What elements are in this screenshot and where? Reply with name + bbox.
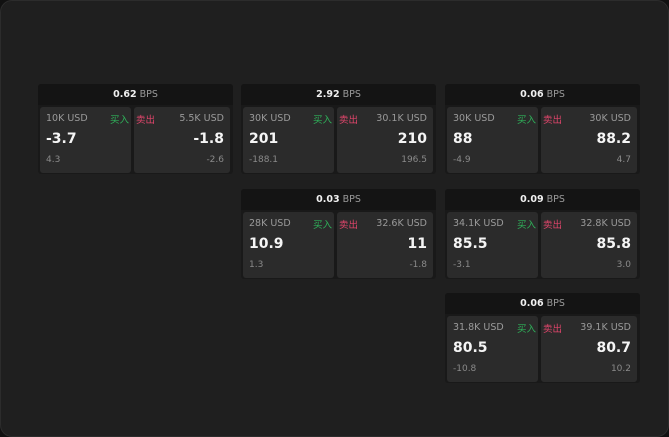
buy-amount: 30K USD: [249, 113, 291, 124]
sell-change: 4.7: [616, 155, 631, 165]
sell-change: -2.6: [206, 155, 224, 165]
sell-price: -1.8: [193, 131, 224, 147]
buy-label: 买入: [312, 115, 332, 126]
sell-label: 卖出: [339, 220, 359, 231]
spread-header: 0.06 BPS: [445, 293, 640, 314]
buy-amount: 30K USD: [453, 113, 495, 124]
spread-unit: BPS: [546, 194, 565, 205]
sell-label: 卖出: [543, 220, 563, 231]
buy-amount: 28K USD: [249, 218, 291, 229]
buy-change: -4.9: [453, 155, 471, 165]
buy-price: 201: [249, 131, 279, 147]
price-widget: 0.06 BPS 30K USD 买入 88 -4.9 卖出 30K USD 8…: [445, 84, 640, 174]
buy-change: -10.8: [453, 364, 477, 374]
spread-header: 0.62 BPS: [38, 84, 233, 105]
sell-box[interactable]: 卖出 5.5K USD -1.8 -2.6: [134, 107, 230, 173]
price-widget: 0.09 BPS 34.1K USD 买入 85.5 -3.1 卖出 32.8K…: [445, 189, 640, 279]
spread-value: 0.03: [316, 194, 340, 205]
buy-amount: 34.1K USD: [453, 218, 504, 229]
spread-value: 0.06: [520, 298, 544, 309]
buy-box[interactable]: 28K USD 买入 10.9 1.3: [243, 212, 334, 278]
buy-price: 88: [453, 131, 473, 147]
buy-price: -3.7: [46, 131, 77, 147]
buy-box[interactable]: 30K USD 买入 201 -188.1: [243, 107, 334, 173]
buy-label: 买入: [312, 220, 332, 231]
price-widget: 0.06 BPS 31.8K USD 买入 80.5 -10.8 卖出 39.1…: [445, 293, 640, 383]
sell-price: 85.8: [596, 236, 631, 252]
price-widget: 2.92 BPS 30K USD 买入 201 -188.1 卖出 30.1K …: [241, 84, 436, 174]
spread-header: 0.06 BPS: [445, 84, 640, 105]
buy-box[interactable]: 31.8K USD 买入 80.5 -10.8: [447, 316, 538, 382]
buy-box[interactable]: 10K USD 买入 -3.7 4.3: [40, 107, 131, 173]
spread-value: 0.62: [113, 89, 137, 100]
sell-box[interactable]: 卖出 30K USD 88.2 4.7: [541, 107, 637, 173]
sell-price: 210: [397, 131, 427, 147]
price-widget: 0.62 BPS 10K USD 买入 -3.7 4.3 卖出 5.5K USD…: [38, 84, 233, 174]
buy-change: 1.3: [249, 260, 264, 270]
sell-box[interactable]: 卖出 32.6K USD 11 -1.8: [337, 212, 433, 278]
buy-amount: 31.8K USD: [453, 322, 504, 333]
sell-amount: 32.6K USD: [376, 218, 427, 229]
buy-box[interactable]: 34.1K USD 买入 85.5 -3.1: [447, 212, 538, 278]
spread-value: 0.06: [520, 89, 544, 100]
spread-unit: BPS: [546, 298, 565, 309]
buy-change: -188.1: [249, 155, 279, 165]
spread-value: 0.09: [520, 194, 544, 205]
price-widget: 0.03 BPS 28K USD 买入 10.9 1.3 卖出 32.6K US…: [241, 189, 436, 279]
spread-unit: BPS: [342, 89, 361, 100]
sell-label: 卖出: [543, 115, 563, 126]
buy-price: 10.9: [249, 236, 284, 252]
sell-change: 196.5: [401, 155, 427, 165]
spread-unit: BPS: [139, 89, 158, 100]
spread-header: 0.03 BPS: [241, 189, 436, 210]
buy-box[interactable]: 30K USD 买入 88 -4.9: [447, 107, 538, 173]
sell-box[interactable]: 卖出 39.1K USD 80.7 10.2: [541, 316, 637, 382]
buy-label: 买入: [516, 115, 536, 126]
buy-label: 买入: [516, 324, 536, 335]
buy-amount: 10K USD: [46, 113, 88, 124]
sell-change: 10.2: [610, 364, 631, 374]
sell-amount: 30K USD: [589, 113, 631, 124]
buy-change: -3.1: [453, 260, 471, 270]
sell-label: 卖出: [136, 115, 156, 126]
sell-price: 11: [407, 236, 427, 252]
sell-change: -1.8: [409, 260, 427, 270]
sell-price: 80.7: [596, 340, 631, 356]
sell-box[interactable]: 卖出 30.1K USD 210 196.5: [337, 107, 433, 173]
buy-label: 买入: [109, 115, 129, 126]
sell-amount: 32.8K USD: [580, 218, 631, 229]
buy-price: 85.5: [453, 236, 488, 252]
sell-amount: 30.1K USD: [376, 113, 427, 124]
spread-header: 2.92 BPS: [241, 84, 436, 105]
spread-unit: BPS: [546, 89, 565, 100]
sell-label: 卖出: [339, 115, 359, 126]
spread-unit: BPS: [342, 194, 361, 205]
spread-value: 2.92: [316, 89, 340, 100]
buy-price: 80.5: [453, 340, 488, 356]
buy-change: 4.3: [46, 155, 61, 165]
sell-box[interactable]: 卖出 32.8K USD 85.8 3.0: [541, 212, 637, 278]
sell-label: 卖出: [543, 324, 563, 335]
sell-change: 3.0: [616, 260, 631, 270]
sell-amount: 5.5K USD: [179, 113, 224, 124]
sell-price: 88.2: [596, 131, 631, 147]
sell-amount: 39.1K USD: [580, 322, 631, 333]
buy-label: 买入: [516, 220, 536, 231]
spread-header: 0.09 BPS: [445, 189, 640, 210]
